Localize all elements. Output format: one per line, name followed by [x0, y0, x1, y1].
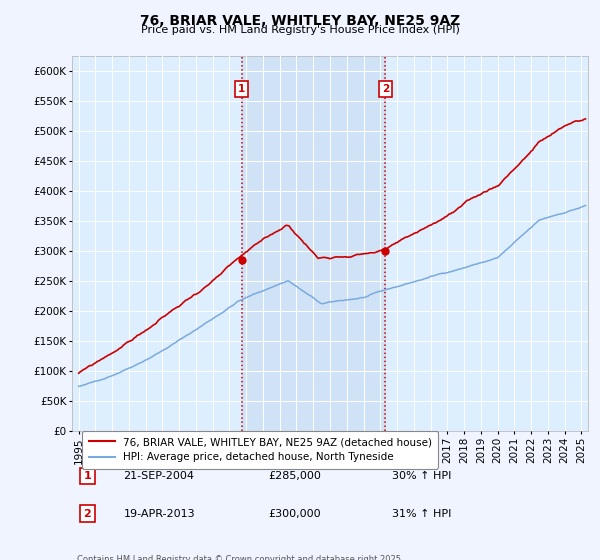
Text: 31% ↑ HPI: 31% ↑ HPI	[392, 508, 451, 519]
Text: 1: 1	[238, 84, 245, 94]
Legend: 76, BRIAR VALE, WHITLEY BAY, NE25 9AZ (detached house), HPI: Average price, deta: 76, BRIAR VALE, WHITLEY BAY, NE25 9AZ (d…	[82, 431, 438, 469]
Text: 76, BRIAR VALE, WHITLEY BAY, NE25 9AZ: 76, BRIAR VALE, WHITLEY BAY, NE25 9AZ	[140, 14, 460, 28]
Text: Price paid vs. HM Land Registry's House Price Index (HPI): Price paid vs. HM Land Registry's House …	[140, 25, 460, 35]
Text: £300,000: £300,000	[268, 508, 321, 519]
Text: 1: 1	[83, 471, 91, 481]
Bar	[242, 56, 385, 431]
Text: £285,000: £285,000	[268, 471, 321, 481]
Text: 21-SEP-2004: 21-SEP-2004	[124, 471, 194, 481]
Text: Contains HM Land Registry data © Crown copyright and database right 2025.
This d: Contains HM Land Registry data © Crown c…	[77, 554, 404, 560]
Text: 2: 2	[83, 508, 91, 519]
Text: 19-APR-2013: 19-APR-2013	[124, 508, 195, 519]
Text: 2: 2	[382, 84, 389, 94]
Text: 30% ↑ HPI: 30% ↑ HPI	[392, 471, 451, 481]
